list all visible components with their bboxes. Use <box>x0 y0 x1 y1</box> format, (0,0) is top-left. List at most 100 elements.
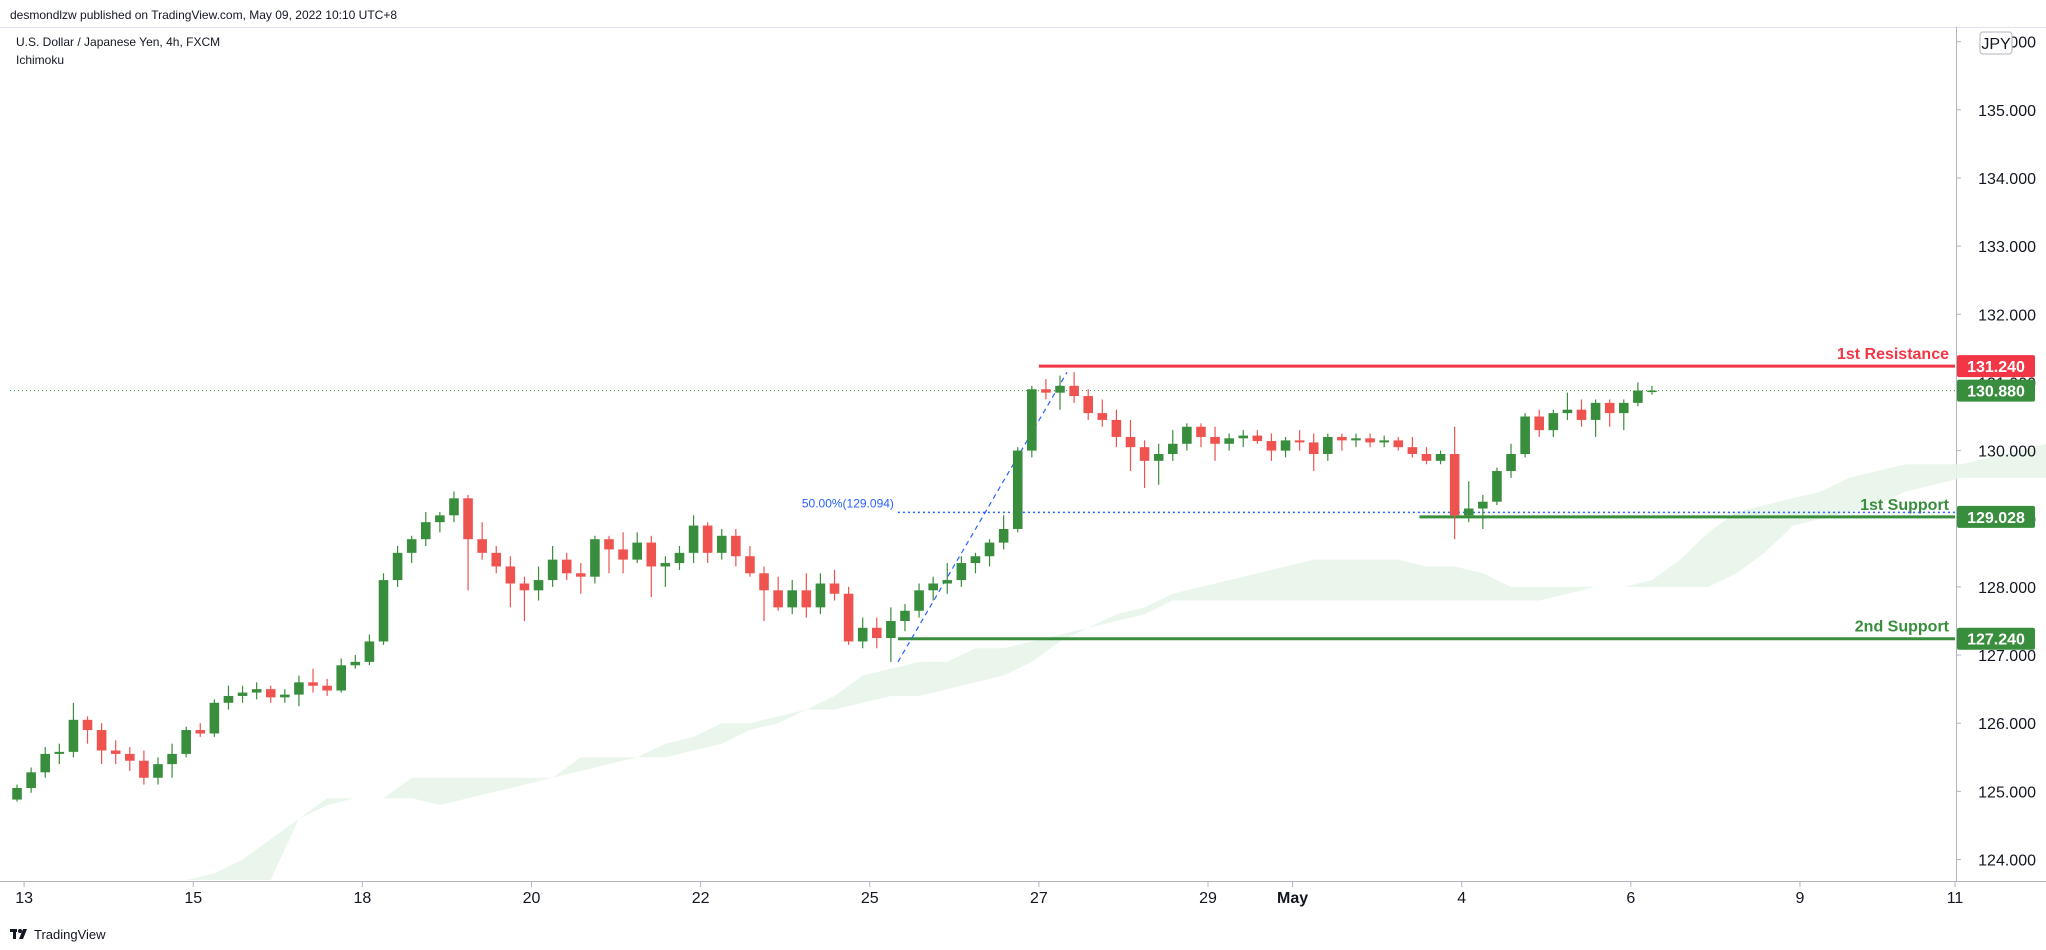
time-axis[interactable]: 13 15 18 20 22 25 27 29 May 4 6 9 11 <box>15 882 1963 907</box>
candle <box>928 576 938 601</box>
candle <box>829 569 840 601</box>
fib-retracement[interactable]: 50.00%(129.094) <box>802 371 1955 663</box>
fib-50-label: 50.00%(129.094) <box>802 496 894 510</box>
candle <box>96 723 107 765</box>
candle <box>731 528 741 567</box>
candle <box>1463 481 1474 523</box>
candle <box>40 747 51 778</box>
candle-body <box>787 590 798 608</box>
candle <box>1323 433 1333 461</box>
candle-body <box>82 719 93 731</box>
candle-body <box>1097 413 1108 420</box>
candle <box>505 556 516 608</box>
candle <box>364 634 375 666</box>
candle-body <box>435 515 445 523</box>
candle-body <box>68 719 79 752</box>
candle-body <box>406 539 417 553</box>
candle-body <box>561 559 572 574</box>
candle <box>195 723 206 737</box>
currency-badge[interactable]: JPY <box>1979 31 2013 55</box>
candle <box>618 532 628 574</box>
symbol-title[interactable]: U.S. Dollar / Japanese Yen, 4h, FXCM <box>16 35 221 49</box>
currency-badge-label: JPY <box>1981 36 2011 53</box>
candle-body <box>209 702 220 734</box>
candle <box>1294 430 1305 451</box>
candle-body <box>1534 416 1545 431</box>
candle-body <box>702 525 713 553</box>
candle-body <box>153 764 163 778</box>
candle-body <box>1449 454 1460 516</box>
candle <box>533 566 544 601</box>
candle <box>632 532 642 564</box>
candle <box>759 566 769 621</box>
candle-body <box>1182 426 1192 444</box>
price-tick-label: 134.000 <box>1978 171 2036 188</box>
candle-body <box>872 627 882 639</box>
candle <box>336 658 347 693</box>
candle-body <box>1478 501 1488 509</box>
candle-body <box>1618 402 1629 414</box>
candle-body <box>970 556 981 564</box>
candle-body <box>1210 436 1220 444</box>
time-tick-label: 4 <box>1457 890 1466 907</box>
price-axis[interactable]: 124.000 125.000 126.000 127.000 128.000 129.0… <box>1956 35 2036 870</box>
candle-body <box>167 753 177 765</box>
candle-body <box>40 753 51 773</box>
candle-body <box>1337 436 1347 441</box>
tradingview-brand[interactable]: TradingView <box>10 925 106 943</box>
time-tick-label: 20 <box>523 890 541 907</box>
candle-body <box>1576 409 1587 420</box>
candle <box>308 668 318 693</box>
price-tags: 131.240 129.028 127.240 130.880 <box>1957 355 2035 650</box>
candle <box>1407 436 1418 458</box>
candle-body <box>336 665 347 691</box>
candle <box>801 573 812 618</box>
candle <box>1055 375 1065 410</box>
candles <box>12 372 1657 802</box>
candle <box>153 757 163 785</box>
time-tick-label: 29 <box>1199 890 1217 907</box>
indicator-legend-ichimoku[interactable]: Ichimoku <box>16 53 65 67</box>
candle-body <box>195 730 206 734</box>
candle <box>1196 423 1206 448</box>
candle-body <box>886 620 896 639</box>
time-tick-label: 6 <box>1626 890 1635 907</box>
candle <box>1153 443 1164 485</box>
candle-body <box>378 580 389 642</box>
candle <box>110 740 121 765</box>
candle <box>1393 436 1404 451</box>
candle <box>688 515 699 564</box>
candle <box>604 535 614 574</box>
candle <box>1576 399 1587 427</box>
candle <box>1548 409 1559 437</box>
candle <box>745 546 755 577</box>
candle-body <box>181 730 191 754</box>
level-label-3: 2nd Support <box>1855 619 1950 636</box>
candle <box>181 726 191 758</box>
candle-body <box>237 692 248 696</box>
price-chart[interactable]: 1st Resistance 1st Support 2nd Support 50.… <box>0 0 2046 925</box>
candle <box>1604 399 1615 427</box>
candle-body <box>618 549 628 560</box>
candle <box>787 580 798 615</box>
candle-body <box>1463 508 1474 516</box>
last-price-tag-label: 130.880 <box>1967 384 2025 401</box>
time-tick-label: 9 <box>1796 890 1805 907</box>
candle <box>1308 433 1319 472</box>
price-tick-label: 127.000 <box>1978 648 2036 665</box>
candle-body <box>1393 440 1404 448</box>
candle <box>139 750 149 785</box>
candle-body <box>322 685 332 691</box>
candle <box>1041 379 1051 400</box>
candle-body <box>1506 454 1516 472</box>
candle-body <box>420 522 431 540</box>
candle <box>1266 433 1277 461</box>
candle-body <box>223 695 234 703</box>
candle-body <box>1520 416 1530 454</box>
time-tick-label: 11 <box>1947 890 1964 907</box>
candle <box>1224 433 1234 451</box>
tradingview-brand-label: TradingView <box>34 926 106 942</box>
candle <box>54 743 65 765</box>
candle <box>519 576 530 621</box>
candle-body <box>1294 440 1305 443</box>
